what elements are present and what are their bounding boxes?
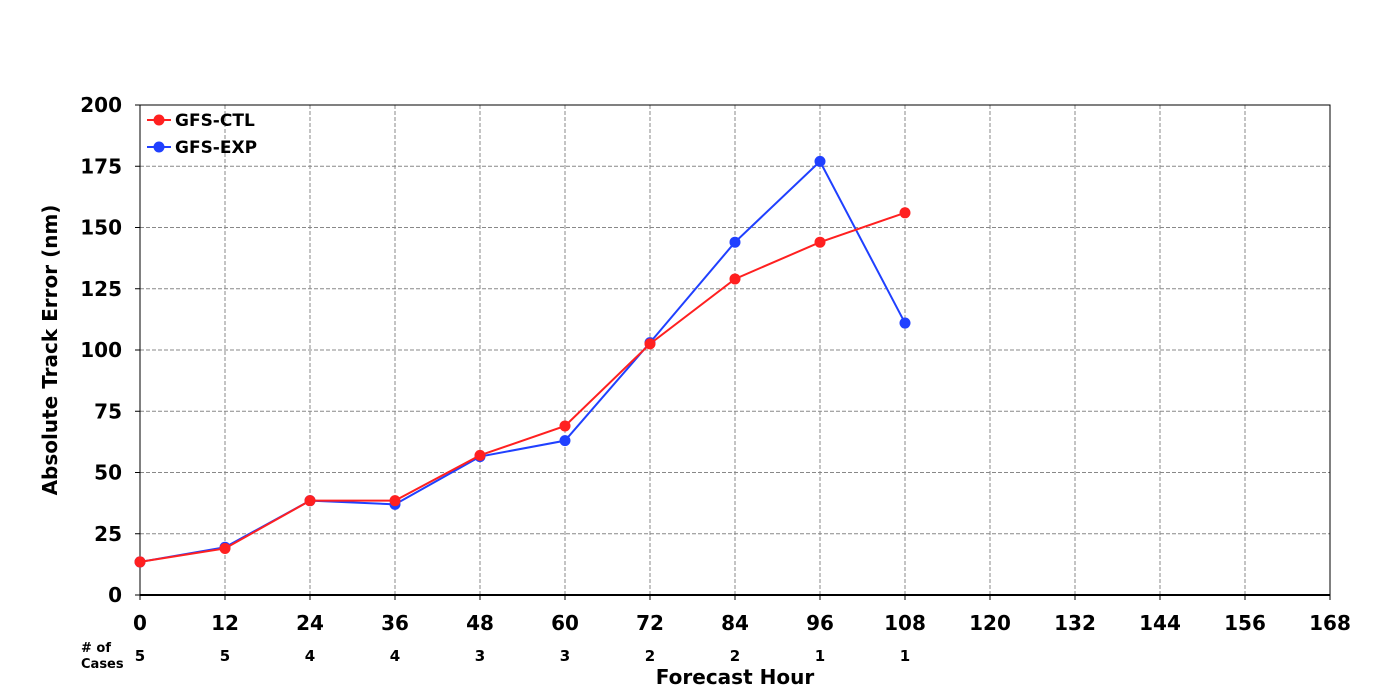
- y-tick-label: 0: [108, 583, 122, 607]
- y-axis-title: Absolute Track Error (nm): [38, 205, 62, 496]
- cases-label-line1: # of: [81, 641, 111, 656]
- data-point-gfs-ctl: [474, 449, 486, 461]
- data-point-gfs-exp: [729, 236, 741, 248]
- y-tick-label: 75: [94, 399, 122, 423]
- series-line-gfs-ctl: [139, 211, 906, 563]
- cases-count: 1: [900, 647, 910, 665]
- data-point-gfs-exp: [814, 155, 826, 167]
- y-tick-label: 200: [80, 93, 122, 117]
- x-axis-title: Forecast Hour: [656, 665, 815, 689]
- legend-marker-gfs-ctl: [153, 114, 165, 126]
- cases-count: 2: [645, 647, 655, 665]
- x-tick-label: 0: [133, 611, 147, 635]
- cases-count: 5: [135, 647, 145, 665]
- data-point-gfs-ctl: [389, 495, 401, 507]
- y-tick-label: 150: [80, 216, 122, 240]
- legend-label-gfs-ctl: GFS-CTL: [175, 111, 255, 131]
- x-tick-label: 48: [466, 611, 494, 635]
- data-point-gfs-ctl: [899, 207, 911, 219]
- x-tick-label: 36: [381, 611, 409, 635]
- y-tick-label: 25: [94, 522, 122, 546]
- y-tick-label: 50: [94, 461, 122, 485]
- data-point-gfs-exp: [899, 317, 911, 329]
- x-tick-label: 96: [806, 611, 834, 635]
- data-point-gfs-ctl: [644, 338, 656, 350]
- data-point-gfs-ctl: [729, 273, 741, 285]
- x-tick-label: 24: [296, 611, 324, 635]
- series-layer: [134, 155, 911, 568]
- series-line-gfs-exp: [139, 159, 906, 563]
- x-tick-label: 108: [884, 611, 926, 635]
- legend-label-gfs-exp: GFS-EXP: [175, 138, 257, 158]
- data-point-gfs-ctl: [814, 236, 826, 248]
- cases-count: 3: [560, 647, 570, 665]
- x-tick-label: 120: [969, 611, 1011, 635]
- y-tick-label: 175: [80, 154, 122, 178]
- x-tick-label: 156: [1224, 611, 1266, 635]
- cases-count: 3: [475, 647, 485, 665]
- x-tick-label: 84: [721, 611, 749, 635]
- y-tick-label: 125: [80, 277, 122, 301]
- x-tick-label: 60: [551, 611, 579, 635]
- data-point-gfs-ctl: [219, 542, 231, 554]
- data-point-gfs-exp: [559, 435, 571, 447]
- y-tick-label: 100: [80, 338, 122, 362]
- data-point-gfs-ctl: [304, 495, 316, 507]
- cases-count: 4: [305, 647, 315, 665]
- cases-label-line2: Cases: [81, 657, 124, 672]
- cases-count: 5: [220, 647, 230, 665]
- cases-row: # of Cases 5 5 4 4 3 3 2 2 1 1: [81, 641, 910, 672]
- x-tick-label: 132: [1054, 611, 1096, 635]
- cases-count: 4: [390, 647, 400, 665]
- legend-marker-gfs-exp: [153, 141, 165, 153]
- data-point-gfs-ctl: [559, 420, 571, 432]
- x-axis-ticks: 0 12 24 36 48 60 72 84 96 108 120 132 144 156 168: [133, 595, 1351, 635]
- cases-count: 2: [730, 647, 740, 665]
- x-tick-label: 144: [1139, 611, 1181, 635]
- data-point-gfs-ctl: [134, 556, 146, 568]
- grid-lines: [140, 105, 1330, 595]
- x-tick-label: 168: [1309, 611, 1351, 635]
- x-tick-label: 72: [636, 611, 664, 635]
- x-tick-label: 12: [211, 611, 239, 635]
- cases-count: 1: [815, 647, 825, 665]
- y-axis-ticks: 0 25 50 75 100 125 150 175 200: [80, 93, 140, 607]
- legend: GFS-CTL GFS-EXP: [147, 111, 257, 158]
